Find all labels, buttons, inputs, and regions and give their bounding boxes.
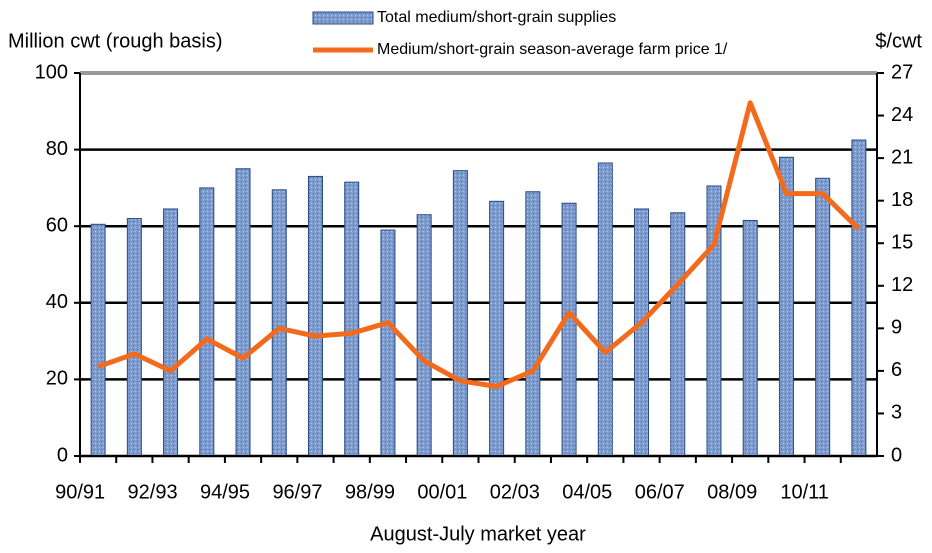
legend-swatch	[312, 11, 374, 25]
y-tick-label: 60	[46, 214, 68, 236]
y2-tick-label: 12	[891, 274, 913, 296]
x-tick-label: 00/01	[417, 481, 467, 503]
x-tick-label: 06/07	[635, 481, 685, 503]
y2-tick-label: 0	[891, 444, 902, 466]
x-tick-label: 08/09	[707, 481, 757, 503]
bar	[742, 219, 758, 457]
y2-tick-label: 21	[891, 146, 913, 168]
bar	[90, 223, 106, 457]
bar	[126, 218, 142, 457]
y-tick-label: 80	[46, 138, 68, 160]
y-tick-label: 20	[46, 368, 68, 390]
x-tick-label: 02/03	[490, 481, 540, 503]
y-axis-title: Million cwt (rough basis)	[8, 30, 223, 52]
x-tick-label: 10/11	[780, 481, 829, 503]
y-tick-label: 100	[35, 61, 68, 83]
x-tick-label: 90/91	[55, 481, 105, 503]
bar	[815, 177, 831, 457]
bar	[380, 229, 396, 457]
bar	[163, 208, 179, 457]
bar	[452, 170, 468, 457]
x-axis-title: August-July market year	[370, 523, 586, 545]
y2-axis-title: $/cwt	[875, 30, 922, 52]
y2-tick-label: 9	[891, 317, 902, 339]
bar	[778, 156, 794, 457]
y-tick-label: 0	[57, 444, 68, 466]
y2-tick-label: 24	[891, 104, 913, 126]
price-line	[97, 100, 861, 389]
bar	[670, 212, 686, 457]
bar	[561, 202, 577, 457]
x-tick-label: 98/99	[345, 481, 395, 503]
bar	[416, 214, 432, 457]
bar	[597, 162, 613, 457]
y2-tick-label: 6	[891, 359, 902, 381]
bar	[235, 168, 251, 457]
bar	[344, 181, 360, 457]
bar	[199, 187, 215, 457]
y2-tick-label: 15	[891, 232, 913, 254]
y2-tick-label: 18	[891, 189, 913, 211]
x-tick-label: 92/93	[128, 481, 178, 503]
bar	[525, 191, 541, 457]
legend-label: Total medium/short-grain supplies	[377, 9, 616, 26]
y-tick-label: 40	[46, 291, 68, 313]
bar	[851, 139, 867, 457]
bar	[489, 200, 505, 457]
bar	[271, 189, 287, 457]
x-tick-label: 94/95	[200, 481, 250, 503]
y2-tick-label: 27	[891, 61, 913, 83]
y2-tick-label: 3	[891, 402, 902, 424]
legend-label: Medium/short-grain season-average farm p…	[377, 41, 728, 58]
bar	[634, 208, 650, 457]
bar	[307, 175, 323, 457]
x-tick-label: 04/05	[562, 481, 612, 503]
x-tick-label: 96/97	[272, 481, 322, 503]
